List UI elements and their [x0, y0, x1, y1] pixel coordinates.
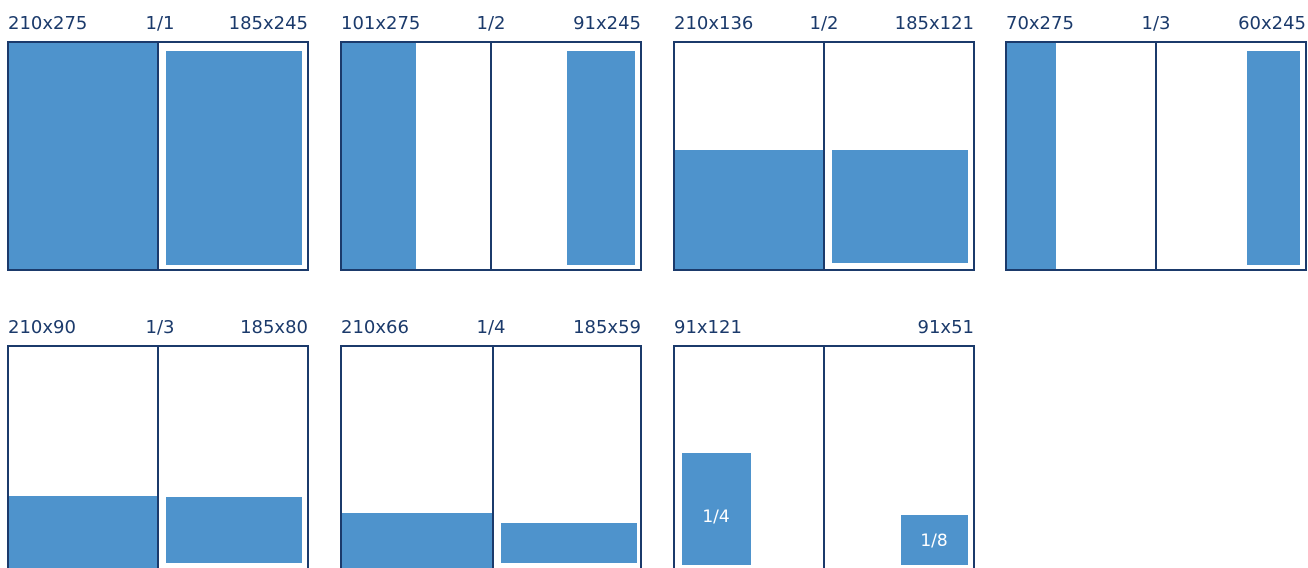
fraction-label: 1/2 [810, 13, 839, 34]
ad-area [341, 513, 493, 568]
inner-label: 1/8 [920, 531, 947, 551]
size-label: 60x245 [1238, 13, 1306, 34]
size-label: 185x59 [573, 317, 641, 338]
ad-area [832, 150, 968, 263]
ad-area [341, 42, 416, 270]
ad-area [166, 497, 302, 563]
size-label: 91x121 [674, 317, 742, 338]
fraction-label: 1/1 [146, 13, 175, 34]
ad-area [567, 51, 635, 265]
size-label: 210x275 [8, 13, 87, 34]
fraction-label: 1/3 [1142, 13, 1171, 34]
inner-label: 1/4 [702, 507, 729, 527]
ad-area [8, 496, 158, 568]
size-label: 70x275 [1006, 13, 1074, 34]
ad-area [166, 51, 302, 265]
ad-area [1006, 42, 1056, 270]
ad-area [682, 453, 751, 565]
ad-area [8, 42, 158, 270]
spread-frame [340, 345, 642, 568]
size-label: 210x66 [341, 317, 409, 338]
fraction-label: 1/2 [477, 13, 506, 34]
size-label: 185x80 [240, 317, 308, 338]
fraction-label: 1/3 [146, 317, 175, 338]
fraction-label: 1/4 [477, 317, 506, 338]
size-label: 185x245 [229, 13, 308, 34]
ad-area [901, 515, 968, 565]
size-label: 91x51 [918, 317, 974, 338]
ad-area [674, 150, 824, 270]
size-label: 210x90 [8, 317, 76, 338]
size-label: 101x275 [341, 13, 420, 34]
size-label: 210x136 [674, 13, 753, 34]
ad-area [1247, 51, 1300, 265]
ad-area [501, 523, 637, 563]
size-label: 91x245 [573, 13, 641, 34]
size-label: 185x121 [895, 13, 974, 34]
